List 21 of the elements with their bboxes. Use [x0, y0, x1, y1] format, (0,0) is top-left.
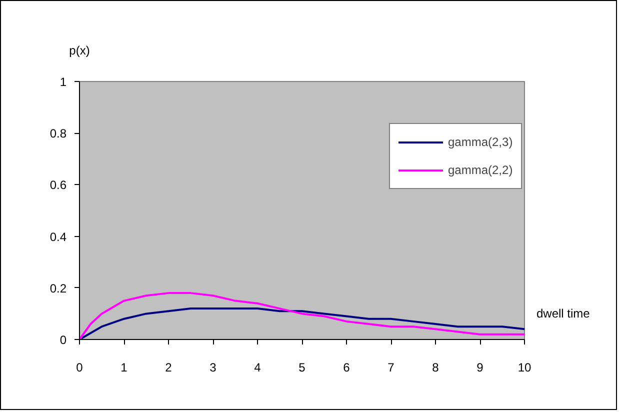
x-tick-label: 8: [432, 360, 440, 374]
x-tick-label: 2: [165, 360, 172, 374]
y-tick-label: 0.6: [50, 178, 67, 192]
y-tick-label: 0.4: [50, 230, 67, 244]
y-tick-label: 0: [60, 333, 67, 347]
x-tick-label: 7: [388, 360, 395, 374]
x-tick-label: 1: [120, 360, 128, 374]
x-tick-label: 3: [210, 360, 217, 374]
y-tick-label: 0.2: [50, 281, 67, 296]
x-tick-label: 9: [476, 360, 484, 374]
x-tick-label: 4: [254, 360, 262, 374]
y-tick-label: 0.8: [50, 126, 67, 141]
y-tick-label: 1: [60, 75, 67, 89]
x-axis-title: dwell time: [536, 306, 590, 321]
x-tick-label: 5: [298, 360, 306, 374]
legend-label: gamma(2,3): [448, 135, 513, 149]
legend-label: gamma(2,2): [448, 163, 513, 177]
x-tick-label: 6: [343, 360, 350, 374]
x-tick-label: 0: [76, 360, 84, 374]
x-tick-label: 10: [518, 360, 532, 374]
y-axis-title: p(x): [69, 44, 90, 58]
